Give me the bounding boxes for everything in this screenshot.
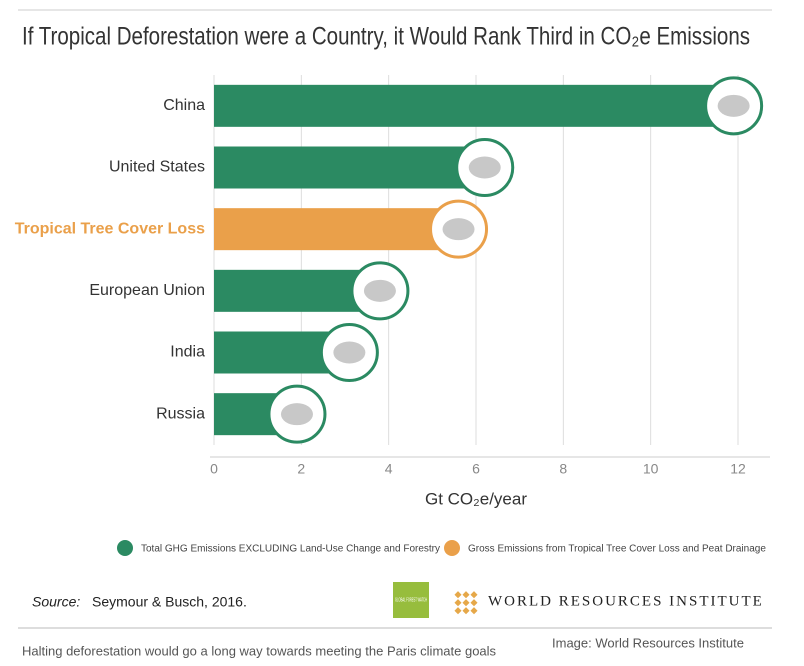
wri-logo — [454, 591, 462, 599]
bar — [214, 84, 734, 127]
wri-logo — [462, 591, 470, 599]
x-tick-label: 6 — [472, 461, 480, 477]
wri-logo-text: WORLD RESOURCES INSTITUTE — [488, 593, 764, 609]
x-tick-label: 4 — [385, 461, 393, 477]
chart-title: If Tropical Deforestation were a Country… — [22, 23, 750, 51]
wri-logo — [462, 607, 470, 615]
legend-swatch — [117, 540, 133, 556]
x-tick-label: 10 — [643, 461, 659, 477]
category-label: India — [170, 344, 205, 361]
wri-logo — [470, 607, 478, 615]
x-tick-label: 0 — [210, 461, 218, 477]
source: Seymour & Busch, 2016. — [92, 594, 247, 610]
category-label: Russia — [156, 405, 205, 422]
icon — [363, 279, 396, 302]
icon — [280, 403, 313, 426]
x-tick-label: 12 — [730, 461, 746, 477]
x-axis-label: Gt CO₂e/year — [425, 489, 527, 508]
wri-logo — [470, 591, 478, 599]
icon — [333, 341, 366, 364]
icon — [468, 156, 501, 179]
bar — [214, 208, 459, 251]
category-label: European Union — [89, 282, 205, 299]
category-label: United States — [109, 159, 205, 176]
x-tick-label: 2 — [297, 461, 305, 477]
legend-label: Gross Emissions from Tropical Tree Cover… — [468, 544, 766, 555]
gfw-logo — [393, 582, 429, 618]
source-label: Source: — [32, 594, 80, 610]
caption: Halting deforestation would go a long wa… — [22, 643, 497, 658]
wri-logo — [470, 599, 478, 607]
wri-logo — [454, 599, 462, 607]
category-label: China — [163, 97, 205, 114]
legend-label: Total GHG Emissions EXCLUDING Land-Use C… — [141, 544, 440, 555]
icon — [442, 218, 475, 241]
category-label: Tropical Tree Cover Loss — [15, 220, 205, 237]
icon — [717, 94, 750, 117]
wri-logo — [454, 607, 462, 615]
bar — [214, 146, 485, 189]
x-tick-label: 8 — [559, 461, 567, 477]
credit: Image: World Resources Institute — [552, 635, 744, 650]
gfw-logo-text: GLOBAL FOREST WATCH — [395, 597, 427, 603]
wri-logo — [462, 599, 470, 607]
legend-swatch — [444, 540, 460, 556]
